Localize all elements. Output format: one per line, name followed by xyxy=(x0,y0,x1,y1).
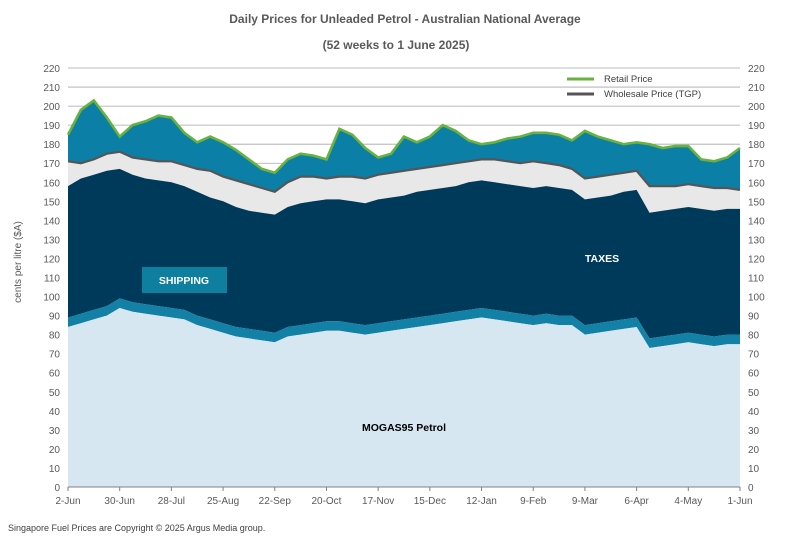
y-tick-label-right: 30 xyxy=(748,426,760,437)
legend-retail-label: Retail Price xyxy=(604,74,653,85)
y-tick-label-right: 0 xyxy=(748,483,754,494)
retail-price-line xyxy=(66,98,741,175)
y-tick-label: 40 xyxy=(49,407,61,418)
y-tick-label: 100 xyxy=(43,293,60,304)
legend: Retail Price Wholesale Price (TGP) xyxy=(567,74,701,100)
y-tick-label-right: 140 xyxy=(748,216,765,227)
y-tick-label-right: 80 xyxy=(748,331,760,342)
y-tick-label-right: 130 xyxy=(748,235,765,246)
y-tick-label-right: 60 xyxy=(748,369,760,380)
y-tick-label: 210 xyxy=(43,83,60,94)
taxes-label: TAXES xyxy=(585,253,619,265)
y-tick-label-right: 100 xyxy=(748,293,765,304)
y-tick-label-right: 180 xyxy=(748,140,765,151)
y-tick-label: 160 xyxy=(43,178,60,189)
y-tick-label: 120 xyxy=(43,254,60,265)
y-tick-label: 70 xyxy=(49,350,61,361)
y-tick-label: 50 xyxy=(49,388,61,399)
y-tick-label-right: 200 xyxy=(748,102,765,113)
x-axis: 2-Jun 30-Jun 28-Jul 25-Aug 22-Sep 20-Oct 17-No… xyxy=(55,486,753,507)
y-tick-label: 130 xyxy=(43,235,60,246)
y-axis-left: 0 10 20 30 40 50 60 70 80 90 100 110 120 130 140 150 160… xyxy=(43,64,60,494)
y-tick-label-right: 110 xyxy=(748,274,764,285)
y-tick-label: 140 xyxy=(43,216,60,227)
copyright-footer: Singapore Fuel Prices are Copyright © 20… xyxy=(8,523,266,533)
x-tick-label: 25-Aug xyxy=(207,496,239,507)
retail-margin-area xyxy=(68,100,740,192)
x-tick-label: 9-Feb xyxy=(520,496,547,507)
y-tick-label: 10 xyxy=(49,464,61,475)
wholesale-margin-area xyxy=(68,151,740,215)
wholesale-price-line xyxy=(67,150,741,194)
x-tick-label: 30-Jun xyxy=(104,496,135,507)
shipping-area xyxy=(68,298,740,348)
y-tick-label: 60 xyxy=(49,369,61,380)
chart-subtitle: (52 weeks to 1 June 2025) xyxy=(323,38,470,52)
y-tick-label-right: 120 xyxy=(748,254,765,265)
y-tick-label-right: 210 xyxy=(748,83,765,94)
y-tick-label: 190 xyxy=(43,121,60,132)
y-tick-label-right: 190 xyxy=(748,121,765,132)
y-tick-label-right: 50 xyxy=(748,388,760,399)
y-tick-label-right: 160 xyxy=(748,178,765,189)
y-tick-label-right: 20 xyxy=(748,445,760,456)
y-tick-label-right: 10 xyxy=(748,464,760,475)
y-tick-label: 80 xyxy=(49,331,61,342)
y-tick-label-right: 90 xyxy=(748,312,760,323)
y-tick-label-right: 170 xyxy=(748,159,765,170)
y-tick-label: 0 xyxy=(54,483,60,494)
x-tick-label: 2-Jun xyxy=(55,496,80,507)
x-tick-label: 6-Apr xyxy=(624,496,649,507)
x-tick-label: 28-Jul xyxy=(158,496,185,507)
x-tick-label: 12-Jan xyxy=(466,496,497,507)
shipping-label: SHIPPING xyxy=(159,275,209,287)
chart-title: Daily Prices for Unleaded Petrol - Austr… xyxy=(229,12,581,26)
mogas-area xyxy=(68,308,740,487)
x-tick-label: 22-Sep xyxy=(259,496,292,507)
y-tick-label-right: 40 xyxy=(748,407,760,418)
y-tick-label: 150 xyxy=(43,197,60,208)
area-layers xyxy=(68,100,740,487)
y-axis-label: cents per litre ($A) xyxy=(13,221,24,303)
y-tick-label: 220 xyxy=(43,64,60,75)
y-tick-label-right: 220 xyxy=(748,64,765,75)
price-lines xyxy=(66,98,741,194)
x-tick-label: 17-Nov xyxy=(362,496,394,507)
y-tick-label-right: 150 xyxy=(748,197,765,208)
y-tick-label: 30 xyxy=(49,426,61,437)
y-tick-label: 90 xyxy=(49,312,61,323)
x-tick-label: 20-Oct xyxy=(311,496,341,507)
y-tick-label: 180 xyxy=(43,140,60,151)
x-tick-label: 9-Mar xyxy=(572,496,599,507)
x-tick-label: 1-Jun xyxy=(727,496,752,507)
y-tick-label: 170 xyxy=(43,159,60,170)
x-tick-label: 4-May xyxy=(674,496,702,507)
taxes-area xyxy=(68,168,740,339)
x-tick-label: 15-Dec xyxy=(414,496,446,507)
y-tick-label: 200 xyxy=(43,102,60,113)
shipping-label-box xyxy=(142,267,227,293)
y-tick-label: 20 xyxy=(49,445,61,456)
legend-tgp-label: Wholesale Price (TGP) xyxy=(604,89,701,100)
mogas-label: MOGAS95 Petrol xyxy=(362,422,446,434)
y-tick-label: 110 xyxy=(44,274,60,285)
y-tick-label-right: 70 xyxy=(748,350,760,361)
y-axis-right: 0 10 20 30 40 50 60 70 80 90 100 110 120 130 140 150 160… xyxy=(748,64,765,494)
